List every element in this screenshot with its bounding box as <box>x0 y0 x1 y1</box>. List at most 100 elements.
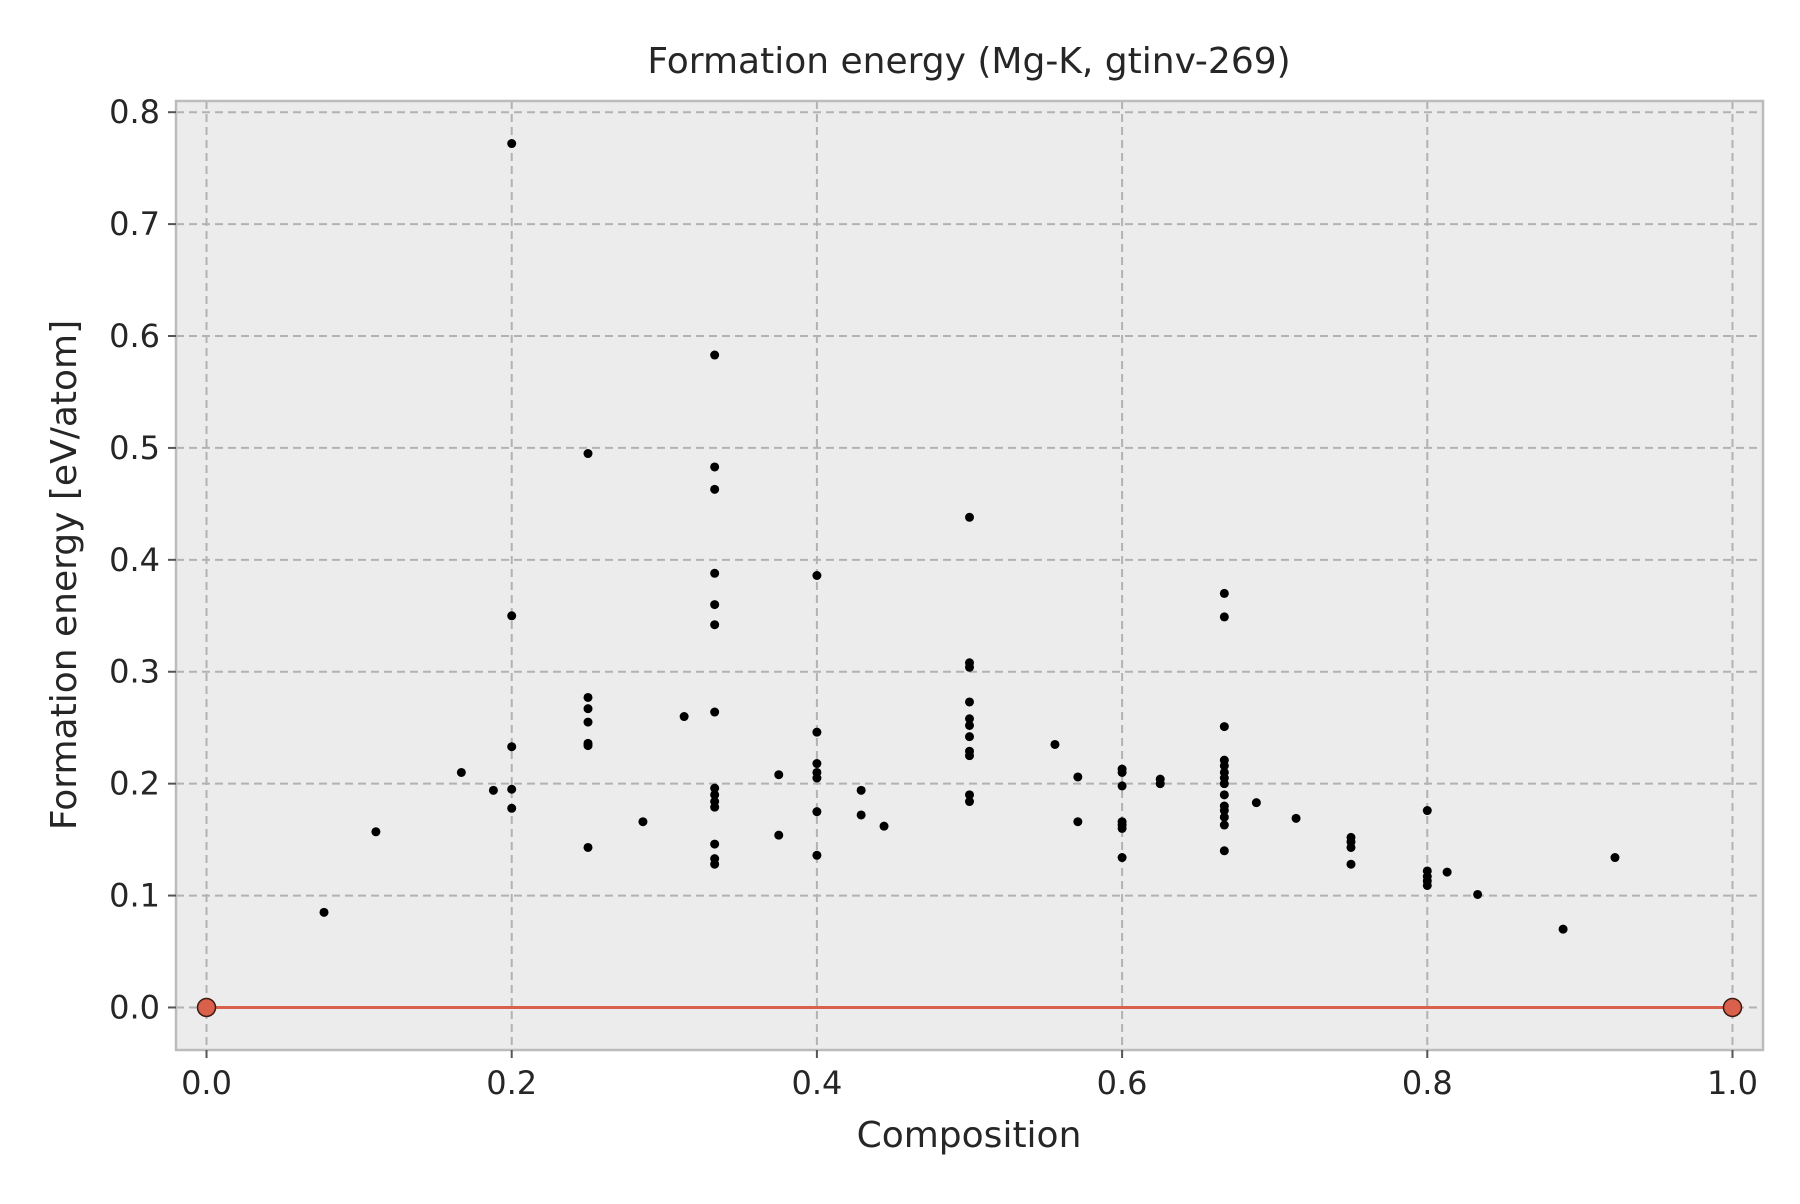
data-point <box>856 785 866 795</box>
data-point <box>710 802 720 812</box>
y-tick-label: 0.2 <box>109 765 160 803</box>
y-tick-label: 0.5 <box>109 429 160 467</box>
data-point <box>1610 853 1620 863</box>
data-point <box>710 600 720 610</box>
data-point <box>583 704 593 714</box>
y-tick-label: 0.8 <box>109 93 160 131</box>
data-point <box>965 732 974 742</box>
data-point <box>583 741 593 751</box>
data-point <box>1219 806 1229 816</box>
data-point <box>710 839 720 849</box>
data-point <box>812 850 822 860</box>
x-tick-label: 1.0 <box>1707 1064 1758 1102</box>
data-point <box>1219 820 1229 830</box>
data-point <box>1422 806 1432 816</box>
data-point <box>1219 812 1229 822</box>
data-point <box>710 462 720 472</box>
data-point <box>1422 880 1432 890</box>
data-point <box>507 742 517 752</box>
data-point <box>710 707 720 717</box>
y-tick-label: 0.4 <box>109 541 160 579</box>
data-point <box>1219 722 1229 732</box>
data-point <box>965 697 974 707</box>
x-tick-label: 0.0 <box>181 1064 232 1102</box>
data-point <box>679 712 689 722</box>
data-point <box>710 783 720 793</box>
y-tick-label: 0.7 <box>109 205 160 243</box>
x-tick-label: 0.2 <box>486 1064 537 1102</box>
y-tick-label: 0.3 <box>109 653 160 691</box>
y-tick-label: 0.1 <box>109 877 160 915</box>
x-tick-label: 0.4 <box>791 1064 842 1102</box>
x-tick-label: 0.6 <box>1097 1064 1148 1102</box>
data-point <box>583 842 593 852</box>
data-point <box>507 803 517 813</box>
data-point <box>1117 767 1127 777</box>
data-point <box>1219 588 1229 598</box>
data-points <box>196 139 1743 1018</box>
data-point <box>856 810 866 820</box>
data-point <box>1117 853 1127 863</box>
data-point <box>965 662 974 672</box>
data-point <box>1219 612 1229 622</box>
data-point <box>507 139 517 149</box>
data-point <box>965 512 974 522</box>
data-point <box>1558 924 1568 934</box>
data-point <box>638 817 648 827</box>
data-point <box>1219 790 1229 800</box>
data-point <box>1346 842 1356 852</box>
data-point <box>1117 823 1127 833</box>
data-point <box>1050 739 1060 749</box>
data-point <box>488 785 498 795</box>
data-point <box>1117 781 1127 791</box>
data-point <box>583 717 593 727</box>
data-point <box>583 692 593 702</box>
data-point <box>965 797 974 807</box>
data-point <box>583 449 593 459</box>
data-point <box>1073 772 1083 782</box>
hull-point <box>196 997 217 1018</box>
x-tick-label: 0.8 <box>1402 1064 1453 1102</box>
data-point <box>965 790 974 800</box>
data-point <box>812 571 822 580</box>
data-point <box>774 830 784 840</box>
data-point <box>774 770 784 780</box>
data-point <box>812 807 822 817</box>
data-point <box>1219 846 1229 856</box>
data-point <box>710 484 720 494</box>
hull-point <box>1722 997 1743 1018</box>
x-axis-label: Composition <box>857 1115 1082 1156</box>
data-point <box>1473 889 1483 899</box>
data-point <box>1219 761 1229 771</box>
chart-title: Formation energy (Mg-K, gtinv-269) <box>647 41 1290 82</box>
data-point <box>1251 798 1261 808</box>
data-point <box>1155 779 1165 789</box>
data-point <box>965 751 974 761</box>
tick-labels: 0.0 0.2 0.4 0.6 0.8 1.0 0.0 0.1 0.2 0.3 0.4 0.5 0.6 0… <box>109 93 1758 1102</box>
data-point <box>710 859 720 869</box>
data-point <box>1073 817 1083 827</box>
data-point <box>507 784 517 794</box>
data-point <box>456 767 466 777</box>
y-tick-label: 0.6 <box>109 317 160 355</box>
data-point <box>965 714 974 724</box>
grid <box>176 101 1763 1050</box>
data-point <box>710 568 720 578</box>
data-point <box>319 907 329 917</box>
data-point <box>812 727 822 737</box>
data-point <box>1346 859 1356 869</box>
data-point <box>879 821 889 831</box>
y-tick-label: 0.0 <box>109 988 160 1026</box>
data-point <box>710 350 720 360</box>
data-point <box>965 720 974 730</box>
plot-area <box>176 101 1763 1050</box>
data-point <box>812 773 822 783</box>
y-axis-label: Formation energy [eV/atom] <box>44 320 85 830</box>
data-point <box>507 611 517 621</box>
data-point <box>710 620 720 630</box>
data-point <box>371 827 381 837</box>
data-point <box>812 759 822 769</box>
plot-frame <box>174 99 1765 1052</box>
